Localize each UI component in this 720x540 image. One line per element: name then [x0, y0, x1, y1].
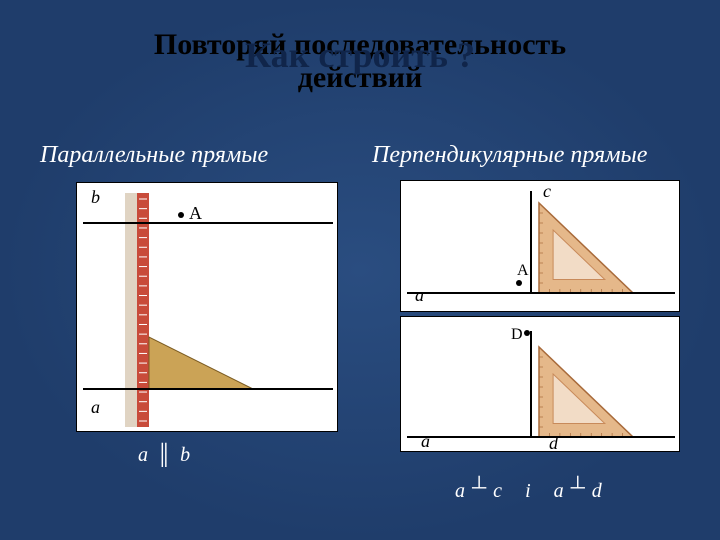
svg-text:a: a — [415, 285, 424, 305]
left-result-a: a — [138, 444, 148, 466]
parallel-symbol: ║ — [153, 444, 175, 466]
perp-symbol-1: ┴ — [470, 477, 488, 499]
conjunction: і — [507, 480, 549, 502]
rel2-d: d — [592, 480, 602, 502]
right-diagram-2: Da d — [401, 317, 681, 453]
left-result: a ║ b — [138, 444, 190, 467]
rel1-c: c — [493, 480, 502, 502]
right-bottom-relation: a ┴ c і a ┴ d — [455, 480, 602, 503]
left-diagram: Ab a — [77, 183, 339, 433]
left-panel: Ab a — [76, 182, 338, 432]
svg-text:b: b — [91, 187, 100, 207]
right-subtitle: Перпендикулярные прямые — [372, 142, 647, 169]
right-panel-2: Da d — [400, 316, 680, 452]
right-diagram-1: Ac a — [401, 181, 681, 313]
rel2-a: a — [554, 480, 564, 502]
svg-text:A: A — [189, 203, 202, 223]
svg-text:c: c — [543, 181, 551, 201]
left-subtitle: Параллельные прямые — [40, 142, 268, 169]
right-panel-1: Ac a — [400, 180, 680, 312]
title-line1-wrap: Повторяй последовательность Как строить … — [154, 28, 566, 61]
svg-text:D: D — [511, 326, 523, 343]
svg-text:a: a — [91, 397, 100, 417]
perp-symbol-2: ┴ — [569, 477, 587, 499]
svg-text:a: a — [421, 431, 430, 451]
title-ghost: Как строить ? — [245, 36, 475, 76]
slide: Повторяй последовательность Как строить … — [0, 0, 720, 540]
title-block: Повторяй последовательность Как строить … — [0, 28, 720, 94]
svg-text:d: d — [549, 433, 559, 453]
left-result-b: b — [180, 444, 190, 466]
rel1-a: a — [455, 480, 465, 502]
svg-text:A: A — [517, 262, 529, 279]
